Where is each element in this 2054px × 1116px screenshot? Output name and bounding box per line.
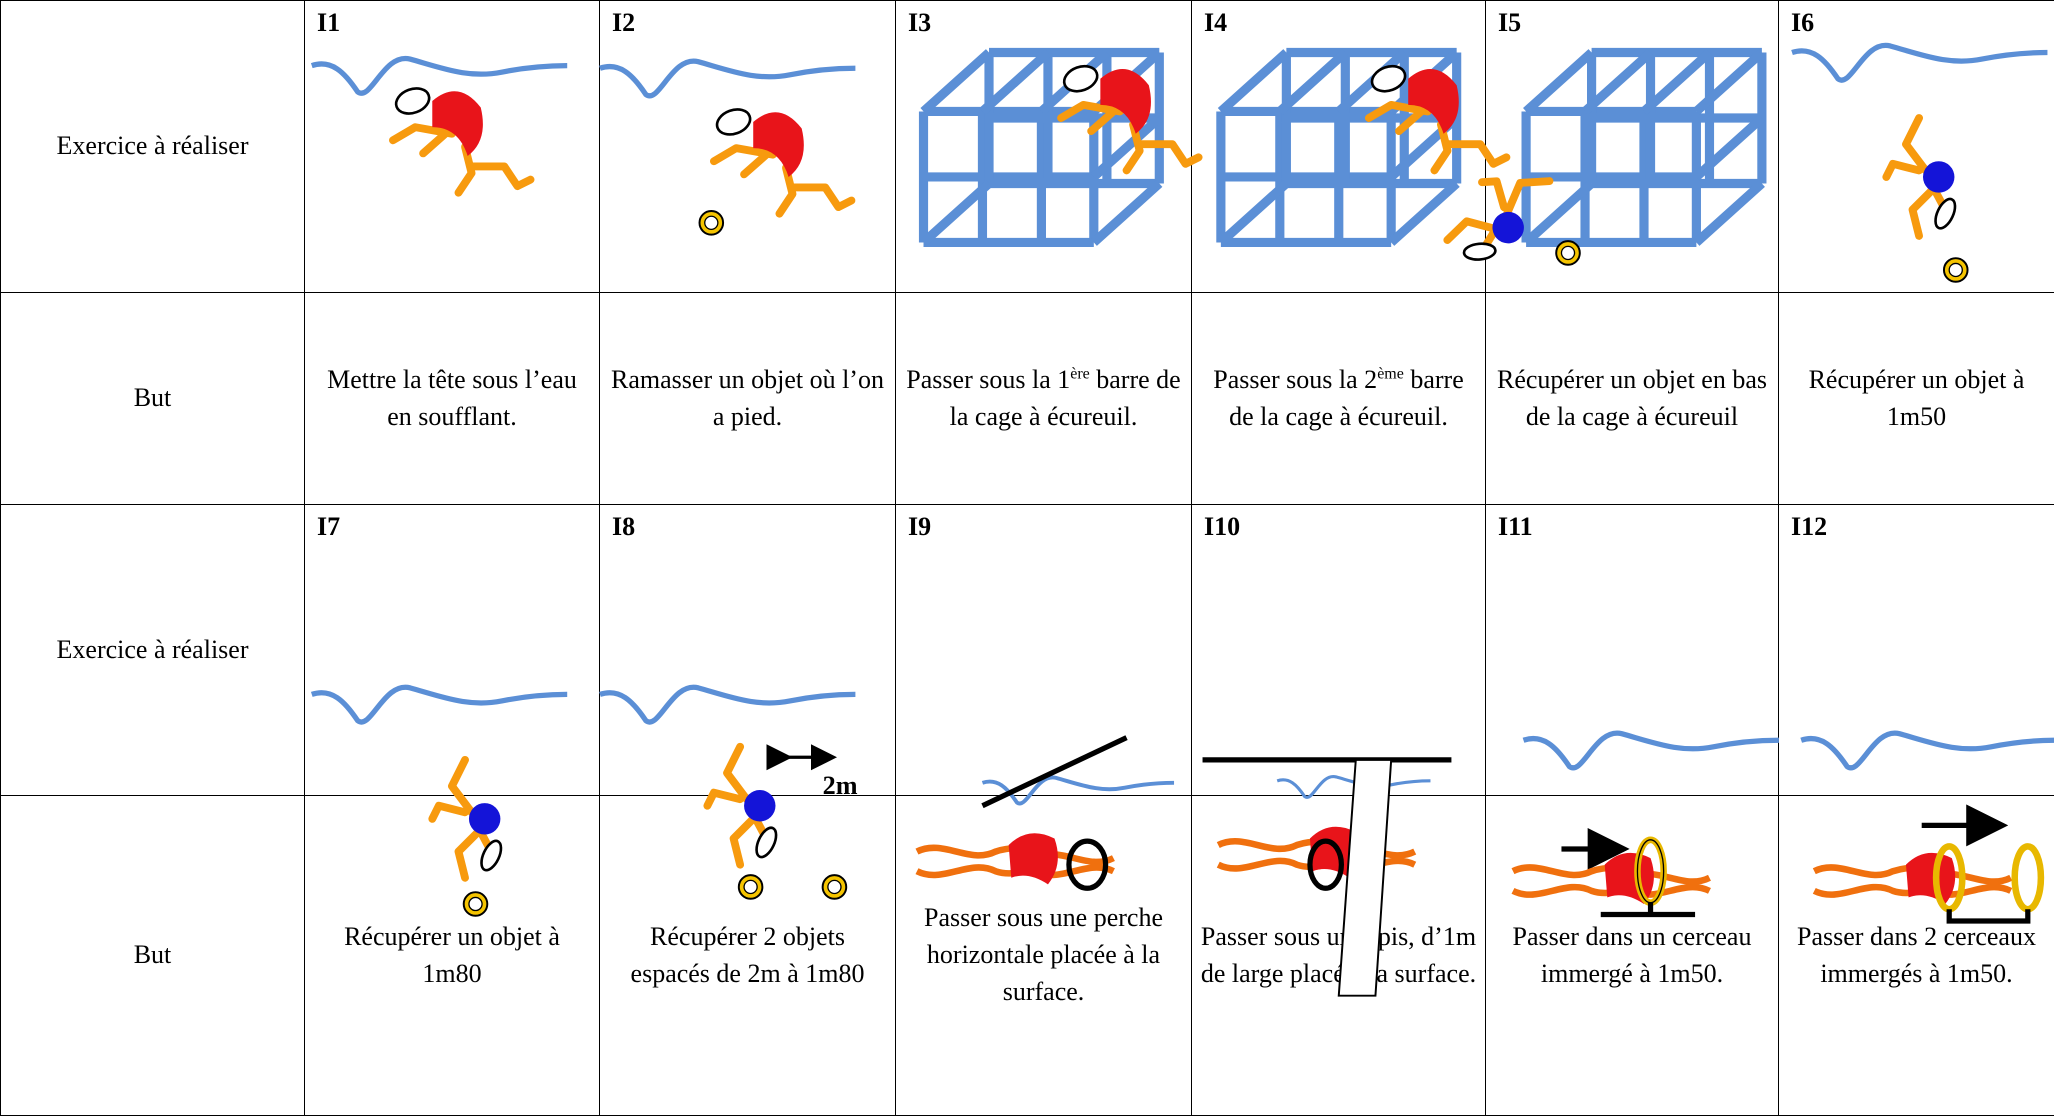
goal-part: Passer dans un cerceau immergé à 1m50. xyxy=(1513,922,1752,988)
goal-part: Récupérer un objet en bas de la cage à é… xyxy=(1497,365,1767,431)
goal-sup: ère xyxy=(1070,365,1090,382)
table-row: But Mettre la tête sous l’eau en soufflan… xyxy=(1,293,2054,505)
exercise-id: I3 xyxy=(896,1,1192,293)
goal-text: Récupérer un objet à 1m50 xyxy=(1779,293,2054,505)
exercise-id: I2 xyxy=(600,1,896,293)
goal-part: Mettre la tête sous l’eau en soufflant. xyxy=(327,365,577,431)
goal-text: Passer sous la 1ère barre de la cage à é… xyxy=(896,293,1192,505)
row-label: But xyxy=(1,796,305,1116)
goal-text: Passer sous la 2ème barre de la cage à é… xyxy=(1192,293,1486,505)
goal-part: Récupérer 2 objets espacés de 2m à 1m80 xyxy=(631,922,865,988)
exercise-id: I1 xyxy=(305,1,600,293)
goal-part: Récupérer un objet à 1m50 xyxy=(1809,365,2025,431)
goal-text: Passer sous un tapis, d’1m de large plac… xyxy=(1192,796,1486,1116)
goal-text: Récupérer 2 objets espacés de 2m à 1m80 xyxy=(600,796,896,1116)
row-label: Exercice à réaliser xyxy=(1,1,305,293)
goal-part: Passer sous un tapis, d’1m de large plac… xyxy=(1201,922,1476,988)
goal-text: Passer dans 2 cerceaux immergés à 1m50. xyxy=(1779,796,2054,1116)
goal-text: Passer sous une perche horizontale placé… xyxy=(896,796,1192,1116)
table-row: But Récupérer un objet à 1m80 Récupérer 2 … xyxy=(1,796,2054,1116)
row-label: But xyxy=(1,293,305,505)
exercise-id: I9 xyxy=(896,505,1192,796)
goal-text: Passer dans un cerceau immergé à 1m50. xyxy=(1486,796,1779,1116)
goal-part: Passer sous la 1 xyxy=(906,365,1070,394)
goal-text: Récupérer un objet en bas de la cage à é… xyxy=(1486,293,1779,505)
goal-text: Mettre la tête sous l’eau en soufflant. xyxy=(305,293,600,505)
exercise-id: I10 xyxy=(1192,505,1486,796)
exercise-id: I4 xyxy=(1192,1,1486,293)
goal-part: Récupérer un objet à 1m80 xyxy=(344,922,560,988)
exercise-id: I8 xyxy=(600,505,896,796)
goal-part: Passer sous une perche horizontale placé… xyxy=(924,903,1163,1006)
goal-part: Passer dans 2 cerceaux immergés à 1m50. xyxy=(1797,922,2036,988)
goal-text: Récupérer un objet à 1m80 xyxy=(305,796,600,1116)
exercise-id: I6 xyxy=(1779,1,2054,293)
goal-part: Passer sous la 2 xyxy=(1213,365,1377,394)
goal-sup: ème xyxy=(1377,365,1404,382)
goal-part: Ramasser un objet où l’on a pied. xyxy=(611,365,884,431)
exercise-id: I5 xyxy=(1486,1,1779,293)
exercise-id: I12 xyxy=(1779,505,2054,796)
exercise-id: I7 xyxy=(305,505,600,796)
row-label: Exercice à réaliser xyxy=(1,505,305,796)
goal-text: Ramasser un objet où l’on a pied. xyxy=(600,293,896,505)
exercise-id: I11 xyxy=(1486,505,1779,796)
